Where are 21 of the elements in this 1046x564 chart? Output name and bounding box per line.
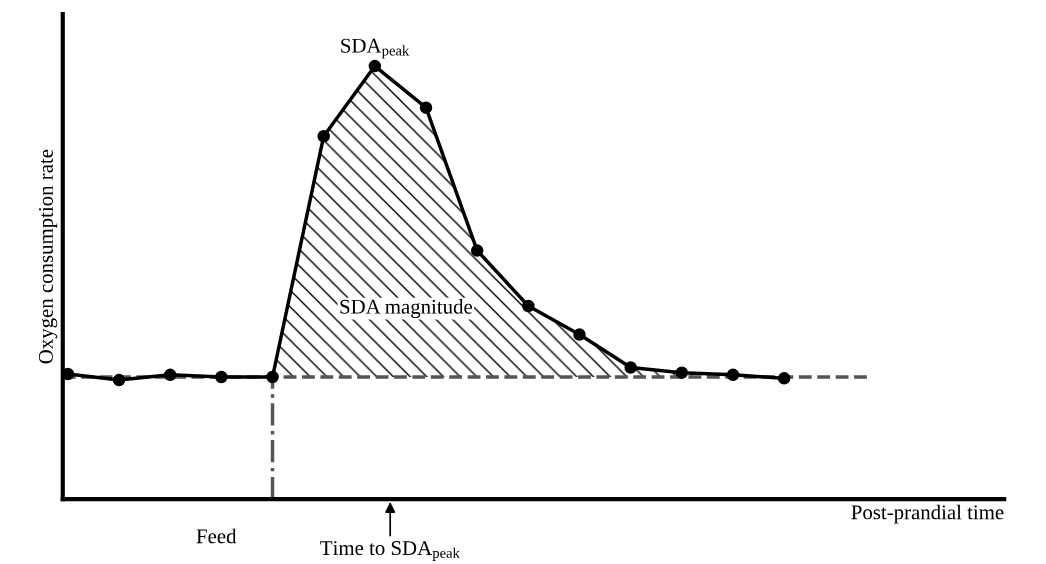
point [726,368,740,382]
point [317,129,330,143]
y-axis-title: Oxygen consumption rate [38,149,58,364]
text: Time to SDA$_{peak}$ [320,541,460,561]
point [215,370,228,384]
annotation: SDA magnitude [340,299,472,319]
point [368,59,382,73]
text: Feed [196,528,237,544]
point [266,370,279,384]
x-axis-title: Post-prandial time [851,504,1004,524]
point [675,366,689,379]
point [470,244,484,257]
point [112,373,126,387]
point [62,367,75,381]
point [522,299,535,313]
point [163,368,177,382]
point [624,361,637,374]
point [419,101,433,114]
point [777,372,791,385]
point [573,328,586,341]
text: SDA$_{peak}$ [341,38,410,59]
